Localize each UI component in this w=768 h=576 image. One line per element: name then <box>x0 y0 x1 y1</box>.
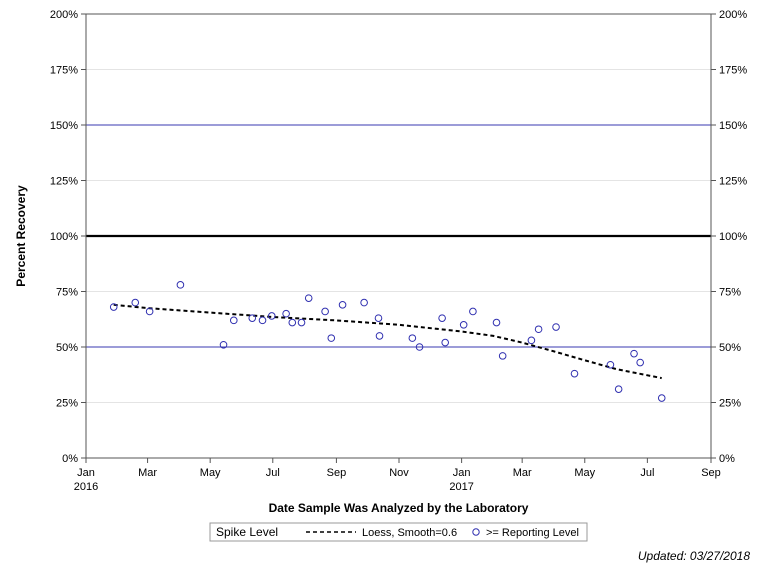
data-point <box>630 349 638 358</box>
x-tick-label: Mar <box>513 467 532 479</box>
y-tick-label-left: 75% <box>56 287 78 299</box>
x-tick-label: Jan <box>453 467 471 479</box>
data-point <box>657 394 666 402</box>
data-point <box>415 343 424 351</box>
reference-lines <box>86 124 711 348</box>
data-point <box>636 358 644 367</box>
legend-loess-label: Loess, Smooth=0.6 <box>362 527 457 539</box>
data-point <box>229 316 238 325</box>
legend-box <box>209 522 588 542</box>
data-point <box>570 369 579 378</box>
x-tick-label: Sep <box>701 467 721 479</box>
legend-reporting-level-swatch <box>472 528 480 536</box>
data-point <box>459 321 468 329</box>
data-point <box>219 340 228 349</box>
data-point <box>552 323 560 331</box>
y-tick-label-left: 125% <box>50 176 78 188</box>
data-point <box>267 312 276 320</box>
data-point <box>498 352 507 360</box>
legend-reporting-level-label: >= Reporting Level <box>486 527 579 539</box>
y-tick-label-left: 150% <box>50 120 78 132</box>
y-tick-label-right: 200% <box>719 9 747 21</box>
y-tick-label-left: 0% <box>62 453 78 465</box>
y-axis-title: Percent Recovery <box>14 185 28 287</box>
y-tick-label-left: 100% <box>50 231 78 243</box>
y-tick-label-left: 200% <box>50 9 78 21</box>
y-tick-label-right: 75% <box>719 287 741 299</box>
y-tick-label-right: 0% <box>719 453 735 465</box>
data-point <box>606 360 615 369</box>
data-point <box>338 301 347 309</box>
y-tick-label-left: 25% <box>56 398 78 410</box>
data-point <box>288 318 297 327</box>
x-tick-label: Mar <box>138 467 157 479</box>
x-tick-label: May <box>200 467 221 479</box>
y-tick-label-right: 125% <box>719 176 747 188</box>
x-tick-label: Nov <box>389 467 409 479</box>
data-point <box>360 298 368 307</box>
data-point <box>145 307 154 316</box>
x-tick-label: Sep <box>327 467 347 479</box>
data-point <box>282 309 290 318</box>
data-point <box>109 303 118 311</box>
x-tick-label: Jul <box>640 467 654 479</box>
data-point <box>304 294 313 302</box>
data-point <box>321 307 329 316</box>
data-point <box>527 336 536 345</box>
data-point <box>375 332 384 340</box>
data-point <box>438 314 446 322</box>
axes: 0% 0% 25% 25% 50% 50% 75% 75% 100% 100% 125% 125% 15… <box>50 9 747 493</box>
y-tick-label-right: 100% <box>719 231 747 243</box>
data-point <box>614 385 623 393</box>
y-tick-label-left: 50% <box>56 342 78 354</box>
x-year-label: 2017 <box>449 481 473 493</box>
data-point <box>374 314 383 322</box>
data-point <box>258 316 267 325</box>
data-point <box>469 307 477 316</box>
data-point <box>534 325 543 334</box>
x-tick-label: May <box>574 467 595 479</box>
data-point <box>408 334 417 342</box>
reporting-level-series <box>109 281 666 402</box>
legend: Spike Level Loess, Smooth=0.6 >= Reporti… <box>209 522 588 542</box>
data-point <box>492 318 501 327</box>
legend-title: Spike Level <box>216 525 278 539</box>
data-point <box>176 281 185 289</box>
x-tick-label: Jan <box>77 467 95 479</box>
x-tick-label: Jul <box>266 467 280 479</box>
data-point <box>131 298 140 307</box>
y-tick-label-right: 150% <box>719 120 747 132</box>
updated-footnote: Updated: 03/27/2018 <box>638 549 750 563</box>
x-axis-title: Date Sample Was Analyzed by the Laborato… <box>269 501 529 515</box>
y-tick-label-right: 50% <box>719 342 741 354</box>
x-year-label: 2016 <box>74 481 98 493</box>
data-point <box>327 334 336 342</box>
y-tick-label-right: 25% <box>719 398 741 410</box>
data-point <box>297 318 306 327</box>
data-point <box>441 338 449 347</box>
data-point <box>248 314 257 322</box>
y-tick-label-left: 175% <box>50 65 78 77</box>
y-tick-label-right: 175% <box>719 65 747 77</box>
